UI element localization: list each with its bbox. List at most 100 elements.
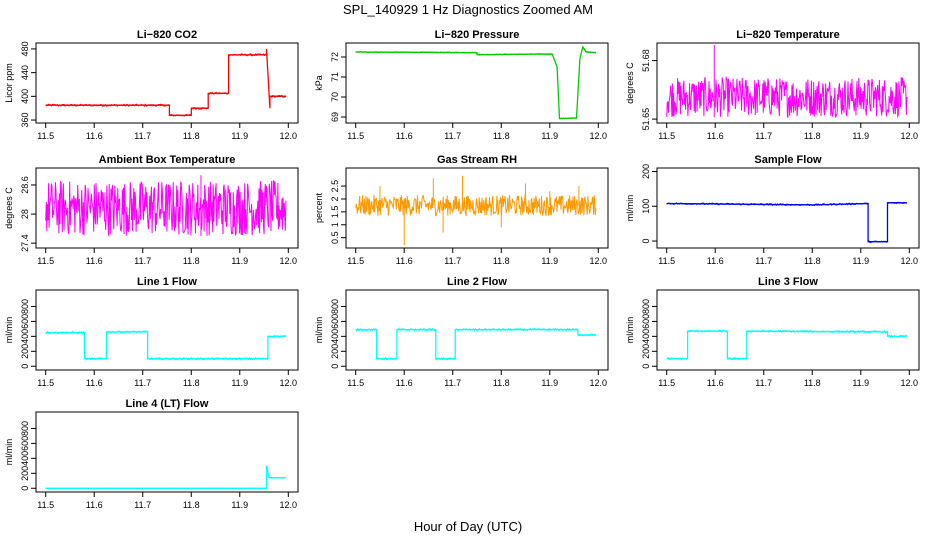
x-tick-label: 12.0	[280, 500, 298, 510]
x-tick-label: 11.5	[37, 256, 54, 266]
x-tick-label: 12.0	[280, 378, 298, 388]
panel-title: Line 1 Flow	[137, 276, 197, 288]
x-tick-label: 12.0	[280, 131, 298, 141]
x-tick-label: 11.8	[804, 378, 821, 388]
y-tick-label: 600	[330, 314, 340, 329]
y-axis-label: ml/min	[625, 317, 635, 344]
x-tick-label: 11.6	[396, 131, 413, 141]
x-tick-label: 11.5	[37, 378, 54, 388]
x-tick-label: 11.8	[493, 256, 510, 266]
data-area	[666, 44, 908, 119]
plot-frame	[35, 42, 299, 124]
y-tick-label: 400	[20, 451, 30, 466]
panel-title: Li−820 Temperature	[736, 29, 839, 41]
series-line	[355, 194, 597, 217]
plot-frame	[35, 167, 299, 249]
series-line	[45, 331, 286, 360]
y-tick-label: 800	[641, 299, 651, 314]
y-tick-label: 480	[20, 41, 30, 56]
x-tick-label: 11.7	[444, 256, 461, 266]
x-tick-label: 11.5	[37, 131, 54, 141]
plot-frame	[345, 167, 609, 249]
data-area	[355, 45, 597, 120]
panel-title: Gas Stream RH	[437, 154, 517, 166]
panel-2: Li−820 Temperature 11.5 11.6 11.7 11.8 11.9 12…	[625, 29, 920, 141]
data-area	[355, 175, 597, 246]
series-noise	[355, 46, 597, 120]
x-tick-label: 11.7	[134, 256, 151, 266]
y-tick-label: 28	[20, 209, 30, 219]
x-tick-label: 11.8	[493, 131, 510, 141]
series-line	[666, 202, 907, 243]
y-tick-label: 0	[641, 239, 651, 244]
y-tick-label: 2.5	[330, 180, 340, 193]
y-tick-label: 600	[641, 314, 651, 329]
x-tick-label: 12.0	[590, 378, 608, 388]
plot-frame	[345, 289, 609, 371]
panel-title: Line 2 Flow	[447, 276, 507, 288]
x-tick-label: 11.9	[541, 256, 558, 266]
series-noise	[45, 53, 287, 117]
x-tick-label: 11.5	[37, 500, 54, 510]
data-area	[666, 201, 908, 244]
data-area	[666, 329, 908, 361]
panel-title: Li−820 Pressure	[435, 29, 520, 41]
y-axis-label: ml/min	[625, 195, 635, 222]
series-line	[355, 45, 596, 120]
y-tick-label: 69	[330, 112, 340, 122]
x-tick-label: 11.7	[134, 131, 151, 141]
panel-9: Line 4 (LT) Flow 11.5 11.6 11.7 11.8 11.9 12.0…	[4, 398, 299, 510]
x-tick-label: 11.5	[658, 131, 675, 141]
y-tick-label: 0	[330, 364, 340, 369]
y-tick-label: 360	[20, 113, 30, 128]
panel-6: Line 1 Flow 11.5 11.6 11.7 11.8 11.9 12.0 0 2004…	[4, 276, 299, 388]
x-tick-label: 11.7	[755, 131, 772, 141]
panel-7: Line 2 Flow 11.5 11.6 11.7 11.8 11.9 12.0 0 2004…	[314, 276, 609, 388]
data-area	[45, 175, 287, 236]
series-noise	[355, 327, 597, 361]
y-tick-label: 800	[20, 299, 30, 314]
x-tick-label: 11.5	[658, 378, 675, 388]
y-tick-label: 400	[330, 329, 340, 344]
x-tick-label: 11.8	[804, 256, 821, 266]
y-tick-label: 600	[20, 314, 30, 329]
y-axis-label: ml/min	[314, 317, 324, 344]
panel-0: Li−820 CO2 11.5 11.6 11.7 11.8 11.9 12.0 360 400…	[4, 29, 299, 141]
x-tick-label: 12.0	[901, 378, 919, 388]
series-noise	[666, 329, 908, 361]
x-tick-label: 11.8	[183, 256, 200, 266]
x-tick-label: 12.0	[901, 131, 919, 141]
data-area	[355, 327, 597, 361]
x-tick-label: 11.8	[804, 131, 821, 141]
data-area	[45, 330, 286, 361]
x-tick-label: 11.5	[347, 131, 364, 141]
y-tick-label: 400	[20, 329, 30, 344]
series-line	[45, 465, 286, 489]
figure-title: SPL_140929 1 Hz Diagnostics Zoomed AM	[343, 2, 593, 17]
x-tick-label: 11.9	[231, 256, 248, 266]
panel-title: Line 3 Flow	[758, 276, 818, 288]
y-tick-label: 400	[20, 89, 30, 104]
y-tick-label: 100	[641, 199, 651, 214]
x-tick-label: 11.8	[183, 500, 200, 510]
series-noise	[666, 201, 908, 244]
y-tick-label: 51.68	[641, 49, 651, 72]
x-tick-label: 11.9	[541, 378, 558, 388]
x-tick-label: 11.9	[852, 378, 869, 388]
y-tick-label: 0.5	[330, 231, 340, 244]
y-tick-label: 27.4	[20, 234, 30, 252]
series-line	[45, 180, 287, 236]
x-tick-label: 11.9	[231, 378, 248, 388]
plot-frame	[345, 42, 609, 124]
y-axis-label: degrees C	[4, 187, 14, 229]
panel-5: Sample Flow 11.5 11.6 11.7 11.8 11.9 12.0 0 100 2…	[625, 154, 920, 266]
y-tick-label: 200	[641, 344, 651, 359]
data-area	[45, 465, 286, 489]
y-tick-label: 440	[20, 65, 30, 80]
plot-frame	[35, 289, 299, 371]
x-tick-label: 11.7	[444, 131, 461, 141]
panel-title: Line 4 (LT) Flow	[126, 398, 209, 410]
x-tick-label: 11.7	[134, 378, 151, 388]
